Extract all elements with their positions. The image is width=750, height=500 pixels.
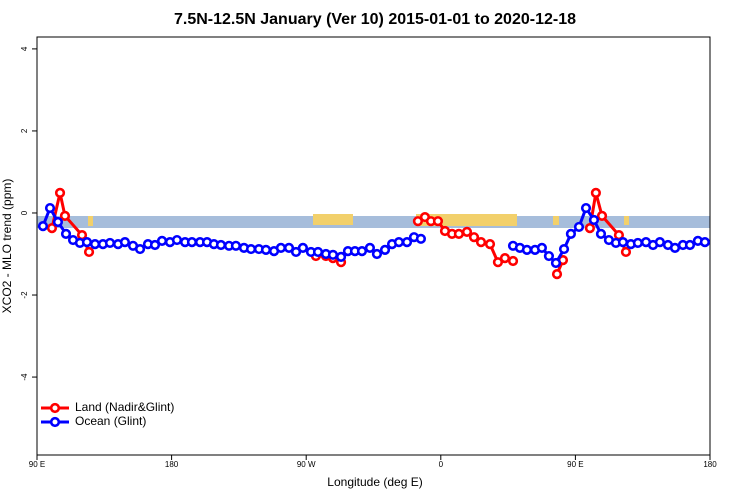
y-tick-label: 4 <box>20 46 29 51</box>
data-point <box>654 237 665 248</box>
data-point <box>669 242 681 253</box>
data-point <box>283 242 295 253</box>
legend-marker <box>49 402 61 414</box>
data-point <box>573 221 585 233</box>
data-point <box>260 244 272 255</box>
data-point <box>230 240 242 251</box>
data-point <box>543 250 555 262</box>
legend-marker <box>49 416 61 428</box>
data-point <box>484 239 496 250</box>
data-point <box>565 228 577 239</box>
x-tick-label: 90 E <box>567 460 583 469</box>
x-axis-label: Longitude (deg E) <box>327 475 422 489</box>
data-point <box>632 237 644 249</box>
x-tick-label: 0 <box>439 460 444 469</box>
y-axis-label: XCO2 - MLO trend (ppm) <box>0 179 14 314</box>
data-point <box>312 246 324 258</box>
data-point <box>595 228 607 239</box>
land-ocean-strip <box>37 214 710 228</box>
data-point <box>356 246 368 257</box>
data-point <box>401 237 413 248</box>
data-point <box>186 237 198 248</box>
data-point <box>393 237 405 248</box>
y-tick-label: 0 <box>20 210 29 215</box>
data-point <box>54 187 66 198</box>
data-point <box>596 210 608 221</box>
data-point <box>171 234 183 246</box>
y-tick-label: -4 <box>20 373 29 381</box>
data-point <box>364 242 376 253</box>
data-point <box>327 249 339 260</box>
data-point <box>590 187 601 198</box>
data-point <box>412 216 424 227</box>
data-point <box>584 223 596 234</box>
chart-title: 7.5N-12.5N January (Ver 10) 2015-01-01 t… <box>174 11 576 28</box>
data-point <box>580 202 592 214</box>
y-tick-label: -2 <box>20 291 29 299</box>
data-point <box>44 202 56 214</box>
data-point <box>461 226 473 237</box>
x-tick-label: 180 <box>703 460 717 469</box>
data-point <box>52 216 64 228</box>
data-point <box>37 221 49 232</box>
data-point <box>59 210 71 221</box>
data-point <box>475 237 487 248</box>
data-point <box>371 248 383 260</box>
data-point <box>699 237 711 248</box>
data-point <box>89 239 101 250</box>
data-point <box>492 257 504 268</box>
data-point <box>536 242 547 253</box>
data-point <box>245 243 257 255</box>
data-point <box>275 242 287 253</box>
data-point <box>215 239 227 251</box>
data-point <box>104 237 116 249</box>
data-point <box>149 239 161 251</box>
data-point <box>468 232 480 243</box>
data-point <box>588 214 600 226</box>
data-point <box>290 246 302 258</box>
data-point <box>83 246 95 258</box>
data-point <box>453 228 464 239</box>
data-point <box>415 233 427 244</box>
plot-frame <box>36 36 711 456</box>
data-point <box>46 223 58 234</box>
data-point <box>156 235 168 246</box>
data-point <box>335 251 347 262</box>
data-point <box>134 243 146 255</box>
data-point <box>558 243 570 255</box>
data-point <box>617 237 629 248</box>
x-tick-label: 90 E <box>29 460 45 469</box>
legend-label: Land (Nadir&Glint) <box>75 400 174 414</box>
y-tick-label: 2 <box>20 128 29 133</box>
data-point <box>521 244 533 255</box>
data-point <box>432 216 444 227</box>
data-point <box>379 244 391 255</box>
x-tick-label: 90 W <box>297 460 316 469</box>
data-point <box>551 268 563 280</box>
data-point <box>684 239 696 251</box>
data-point <box>81 237 93 248</box>
x-tick-label: 180 <box>165 460 179 469</box>
data-point <box>499 253 511 264</box>
data-point <box>620 246 632 258</box>
data-point <box>507 255 519 267</box>
data-point <box>550 257 562 269</box>
data-point <box>297 242 309 253</box>
data-point <box>119 237 131 248</box>
legend-label: Ocean (Glint) <box>75 414 146 428</box>
data-point <box>60 228 72 239</box>
